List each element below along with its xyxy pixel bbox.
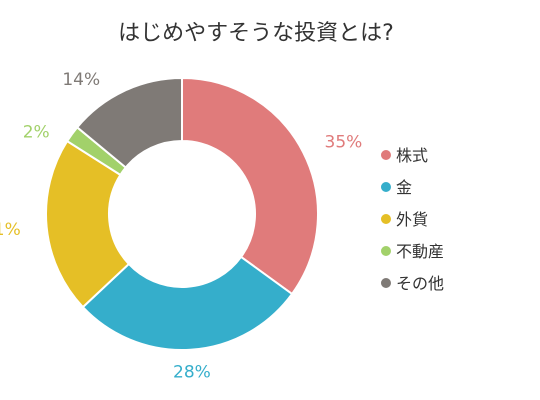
legend-label-2: 金	[396, 178, 412, 197]
value-label-2: 28%	[173, 363, 211, 383]
legend-marker-4	[381, 246, 391, 256]
legend-marker-3	[381, 214, 391, 224]
legend-marker-2	[381, 182, 391, 192]
legend-label-1: 株式	[396, 146, 428, 165]
slice-2	[81, 255, 294, 351]
slice-1	[181, 76, 319, 296]
value-label-5: 14%	[62, 70, 100, 90]
slice-5	[75, 76, 183, 169]
donut-slices	[45, 76, 319, 351]
chart-title: はじめやすそうな投資とは?	[118, 21, 394, 46]
legend-label-4: 不動産	[396, 242, 444, 261]
value-label-4: 2%	[23, 122, 50, 142]
value-label-3: 21%	[0, 220, 21, 240]
legend-label-3: 外貨	[396, 210, 428, 229]
legend-marker-5	[381, 278, 391, 288]
legend-marker-1	[381, 150, 391, 160]
slice-3	[45, 139, 131, 309]
value-label-1: 35%	[325, 132, 363, 152]
value-labels: 35% 28% 21% 2% 14%	[0, 70, 362, 383]
legend-label-5: その他	[396, 274, 444, 293]
